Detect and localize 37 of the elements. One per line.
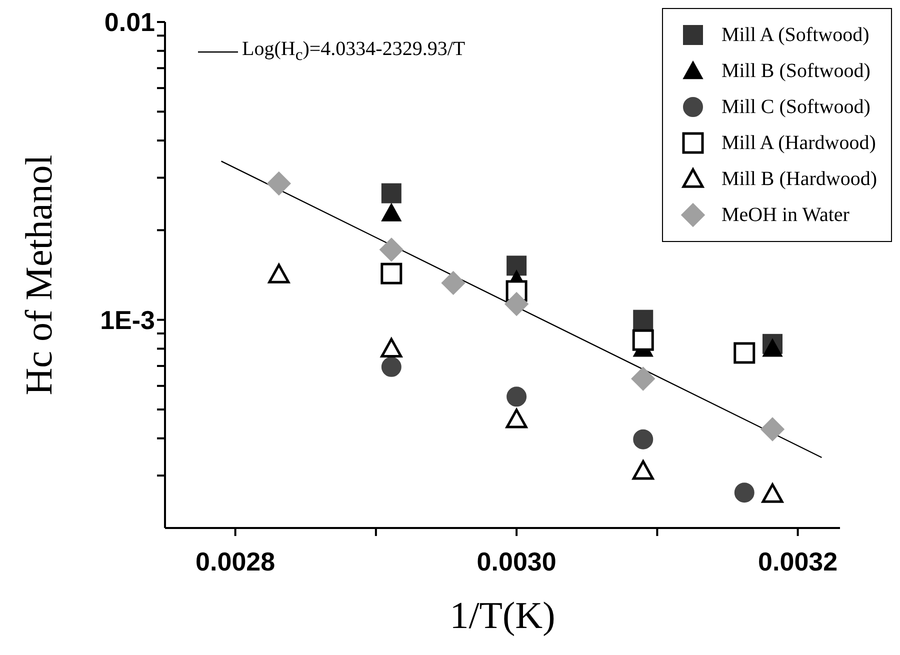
point: [380, 238, 404, 262]
point: [734, 482, 754, 503]
point: [381, 183, 402, 204]
point: [762, 483, 784, 503]
point: [762, 338, 782, 357]
point: [380, 262, 402, 284]
point: [760, 417, 784, 442]
point: [734, 342, 756, 364]
point: [506, 408, 528, 428]
x-tick-label: 0.0028: [196, 546, 276, 576]
point: [632, 329, 654, 351]
point: [504, 292, 528, 316]
legend-label: MeOH in Water: [721, 204, 850, 226]
x-tick-label: 0.0032: [758, 546, 838, 576]
x-tick-label: 0.0030: [476, 546, 556, 576]
legend-label: Mill B (Hardwood): [721, 168, 877, 190]
point: [506, 386, 527, 407]
x-axis-title: 1/T(K): [450, 595, 556, 637]
point: [381, 203, 402, 222]
point: [441, 271, 466, 295]
point: [268, 264, 290, 284]
point: [267, 172, 291, 196]
point: [633, 429, 654, 450]
point: [633, 310, 654, 330]
y-axis-title: Hc of Methanol: [18, 154, 60, 396]
legend-label: Mill A (Hardwood): [721, 132, 876, 154]
point: [632, 460, 654, 480]
legend-label: Mill B (Softwood): [721, 60, 870, 82]
legend-label: Log(H$_{c}$)=4.0334-2329.93/T: [242, 38, 466, 65]
point: [381, 356, 402, 377]
legend-label: Mill A (Softwood): [721, 24, 870, 46]
y-tick-label: 1E-3: [100, 305, 155, 336]
legend-label: Mill C (Softwood): [721, 96, 870, 118]
y-tick-label: 0.01: [104, 7, 155, 38]
point: [380, 338, 402, 358]
point: [631, 366, 656, 391]
point: [506, 256, 527, 276]
